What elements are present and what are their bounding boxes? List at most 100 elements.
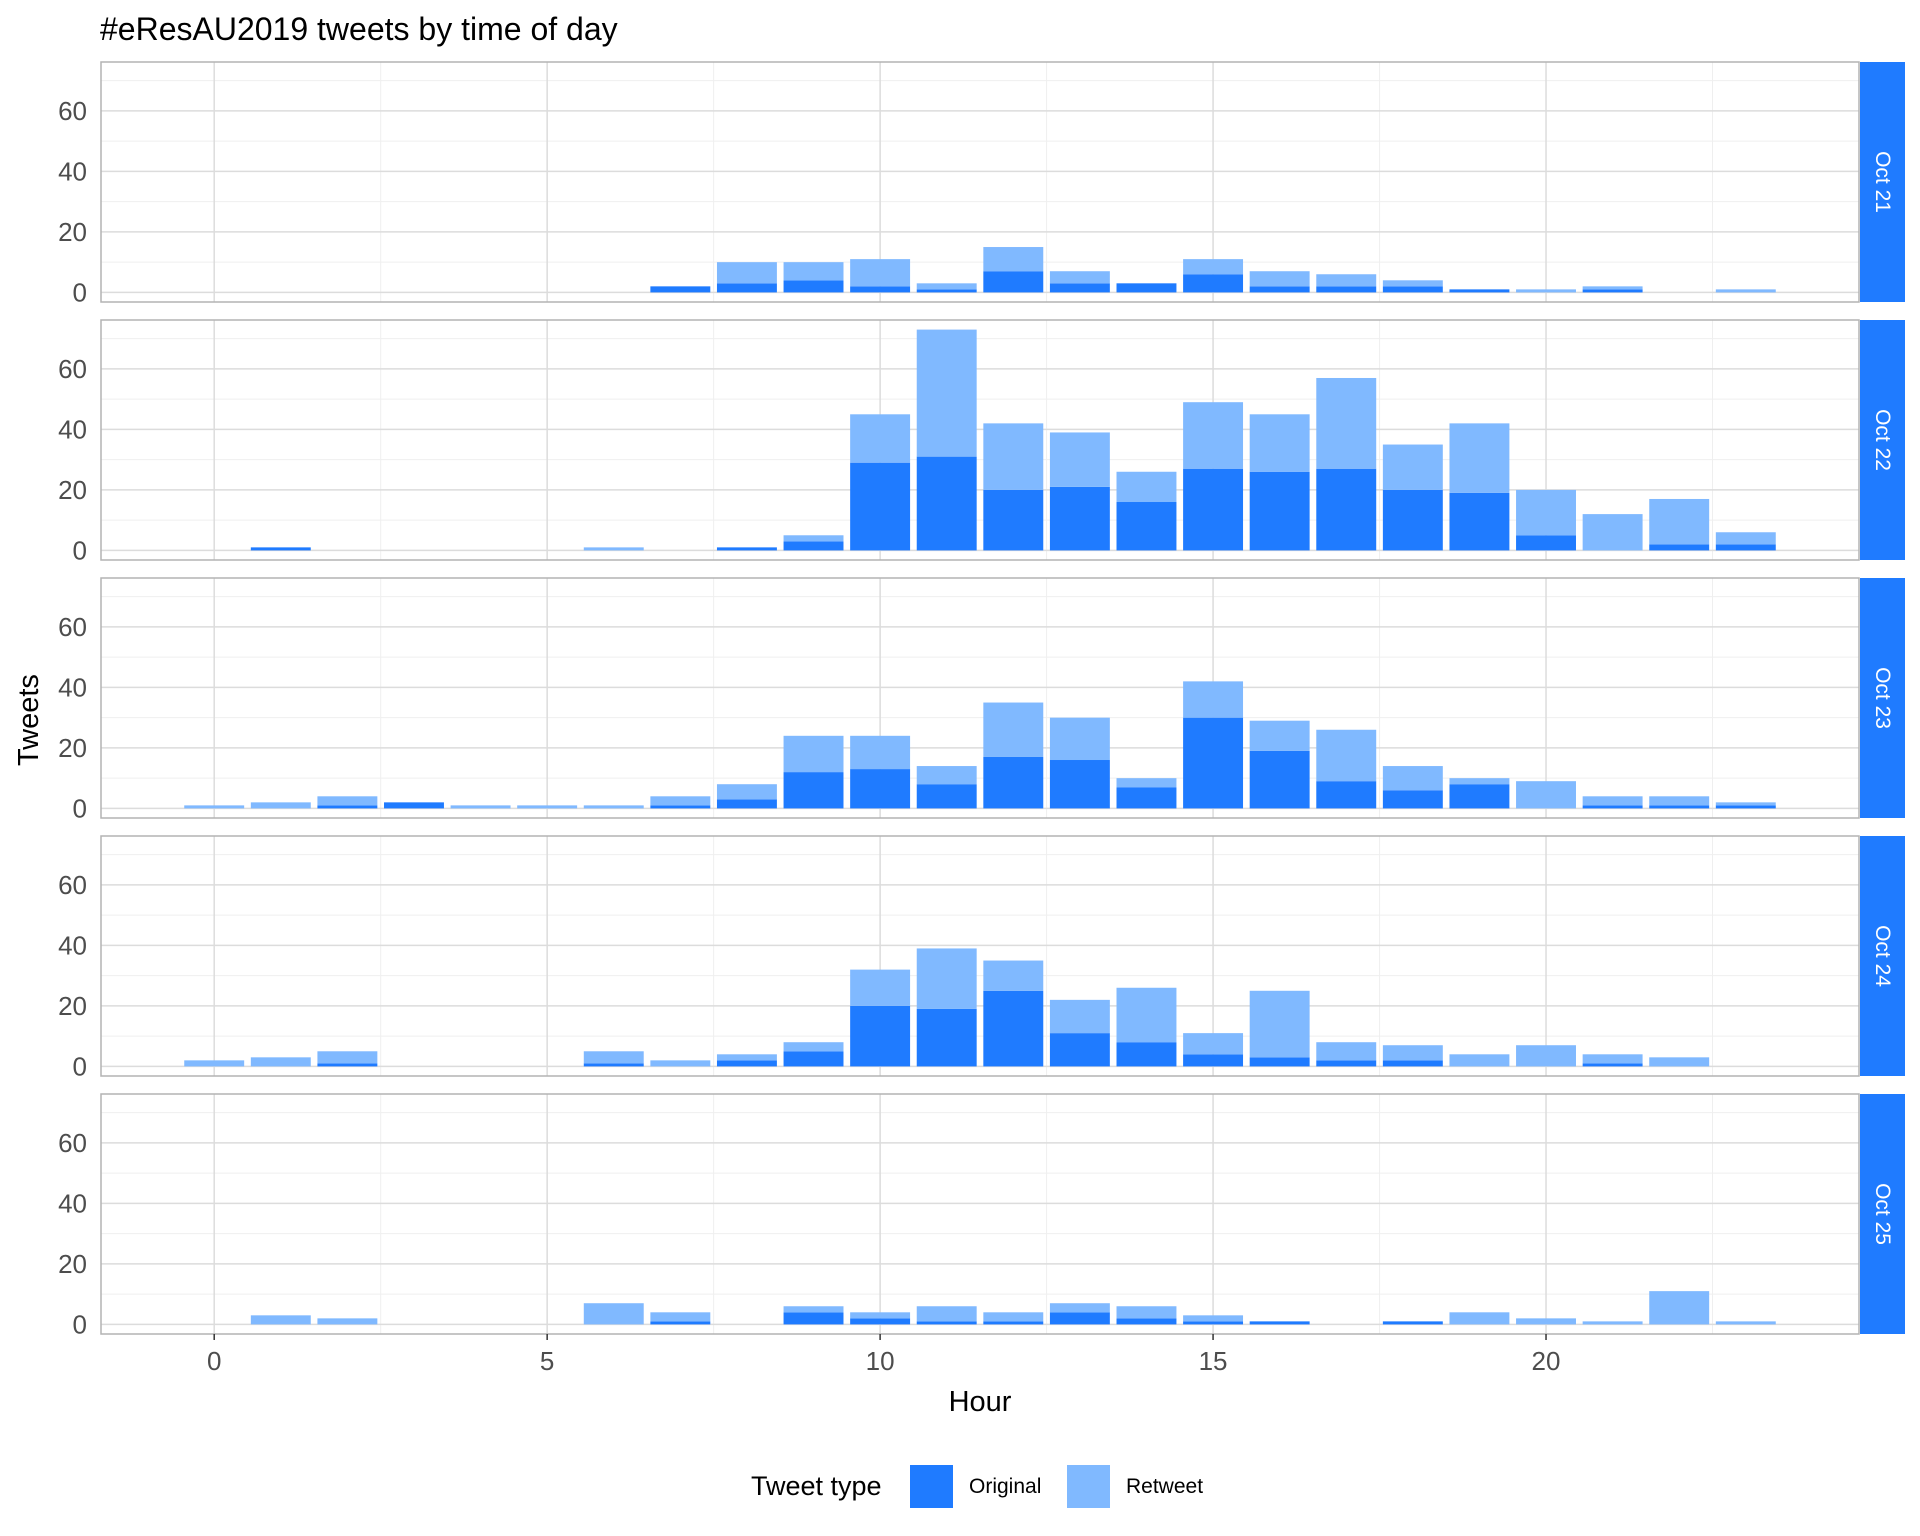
bar-retweet — [1049, 999, 1110, 1034]
y-tick-label: 0 — [73, 277, 87, 307]
x-tick-label: 15 — [1199, 1346, 1228, 1376]
bar-retweet — [1449, 1054, 1510, 1067]
bar-retweet — [184, 805, 245, 809]
bar-original — [916, 784, 977, 809]
bar-original — [1116, 1318, 1177, 1325]
bar-retweet — [1249, 720, 1310, 751]
bar-retweet — [850, 969, 911, 1006]
legend-title: Tweet type — [751, 1471, 882, 1501]
bar-retweet — [317, 796, 378, 806]
legend-swatch-original — [910, 1465, 953, 1508]
y-tick-label: 20 — [58, 475, 87, 505]
panel-border — [100, 61, 1860, 303]
bar-retweet — [450, 805, 511, 809]
bar-retweet — [983, 1312, 1044, 1322]
bar-retweet — [1516, 1318, 1576, 1325]
legend: Tweet type Original Retweet — [751, 1465, 1203, 1508]
facet-strip-label: Oct 23 — [1871, 667, 1894, 729]
bar-original — [783, 772, 844, 809]
bar-retweet — [1116, 1306, 1177, 1319]
bar-retweet — [1049, 717, 1110, 761]
bar-original — [1249, 1057, 1310, 1067]
bar-original — [850, 1005, 911, 1067]
y-tick-label: 40 — [58, 930, 87, 960]
bar-retweet — [1316, 729, 1377, 782]
bar-retweet — [517, 805, 578, 809]
bar-retweet — [1116, 987, 1177, 1043]
y-tick-label: 0 — [73, 535, 87, 565]
bar-retweet — [1649, 796, 1710, 806]
panel-background — [101, 578, 1859, 818]
bar-original — [1582, 289, 1643, 293]
bar-original — [1382, 1321, 1443, 1325]
bar-retweet — [1582, 514, 1643, 551]
panel-background — [101, 1094, 1859, 1334]
bar-original — [1116, 502, 1177, 551]
bar-original — [1183, 468, 1244, 551]
bar-retweet — [1382, 766, 1443, 791]
bar-retweet — [983, 423, 1044, 490]
bar-retweet — [1582, 796, 1643, 806]
bar-retweet — [783, 735, 844, 773]
bar-retweet — [1449, 778, 1510, 785]
bar-retweet — [1516, 489, 1576, 536]
y-tick-label: 40 — [58, 1188, 87, 1218]
bar-retweet — [1649, 498, 1710, 545]
bar-retweet — [583, 1303, 644, 1325]
bar-original — [1249, 286, 1310, 293]
bar-original — [1449, 289, 1510, 293]
legend-label-retweet: Retweet — [1126, 1475, 1203, 1498]
bar-retweet — [1715, 289, 1776, 293]
bar-original — [716, 1060, 777, 1067]
bar-original — [1116, 1042, 1177, 1067]
panel-border — [100, 1093, 1860, 1335]
facet-panel-5: 0 20 40 60 Oct 25 — [58, 1093, 1905, 1339]
bar-retweet — [1382, 1045, 1443, 1061]
bar-retweet — [983, 702, 1044, 757]
bar-original — [1116, 283, 1177, 293]
bar-original — [983, 271, 1044, 293]
y-tick-label: 20 — [58, 217, 87, 247]
bar-retweet — [583, 547, 644, 551]
panel-background — [101, 836, 1859, 1076]
bar-original — [983, 756, 1044, 809]
facet-panel-4: 0 20 40 60 Oct 24 — [58, 835, 1905, 1081]
bar-retweet — [1649, 1057, 1710, 1067]
bar-retweet — [1316, 377, 1377, 469]
bar-retweet — [716, 262, 777, 284]
bar-original — [1049, 486, 1110, 551]
bar-original — [916, 456, 977, 551]
x-axis-ticks: 0 5 10 15 20 — [207, 1334, 1560, 1376]
bar-retweet — [250, 802, 311, 809]
bar-original — [1382, 286, 1443, 293]
bar-retweet — [1316, 274, 1377, 287]
facet-panel-1: 0 20 40 60 Oct 21 — [58, 61, 1905, 307]
bar-retweet — [1516, 289, 1576, 293]
y-tick-label: 60 — [58, 870, 87, 900]
bar-retweet — [1049, 1303, 1110, 1313]
bar-original — [1449, 492, 1510, 551]
bar-retweet — [650, 1060, 711, 1067]
bar-original — [1316, 286, 1377, 293]
legend-label-original: Original — [969, 1475, 1041, 1498]
bar-original — [583, 1063, 644, 1067]
x-axis-label: Hour — [949, 1386, 1012, 1418]
y-tick-label: 40 — [58, 156, 87, 186]
panel-border — [100, 835, 1860, 1077]
bar-retweet — [983, 247, 1044, 272]
bar-retweet — [1249, 414, 1310, 472]
bar-original — [716, 547, 777, 551]
bar-original — [1382, 1060, 1443, 1067]
bar-original — [650, 805, 711, 809]
y-tick-label: 60 — [58, 1128, 87, 1158]
bar-original — [1516, 535, 1576, 551]
bar-retweet — [1116, 778, 1177, 788]
bar-retweet — [184, 1060, 245, 1067]
bar-original — [1649, 544, 1710, 551]
bar-original — [916, 1008, 977, 1067]
chart-title: #eResAU2019 tweets by time of day — [100, 11, 618, 47]
facet-strip-label: Oct 22 — [1871, 409, 1894, 471]
bar-retweet — [983, 960, 1044, 991]
bar-retweet — [1183, 681, 1244, 718]
facet-strip — [1860, 578, 1905, 818]
